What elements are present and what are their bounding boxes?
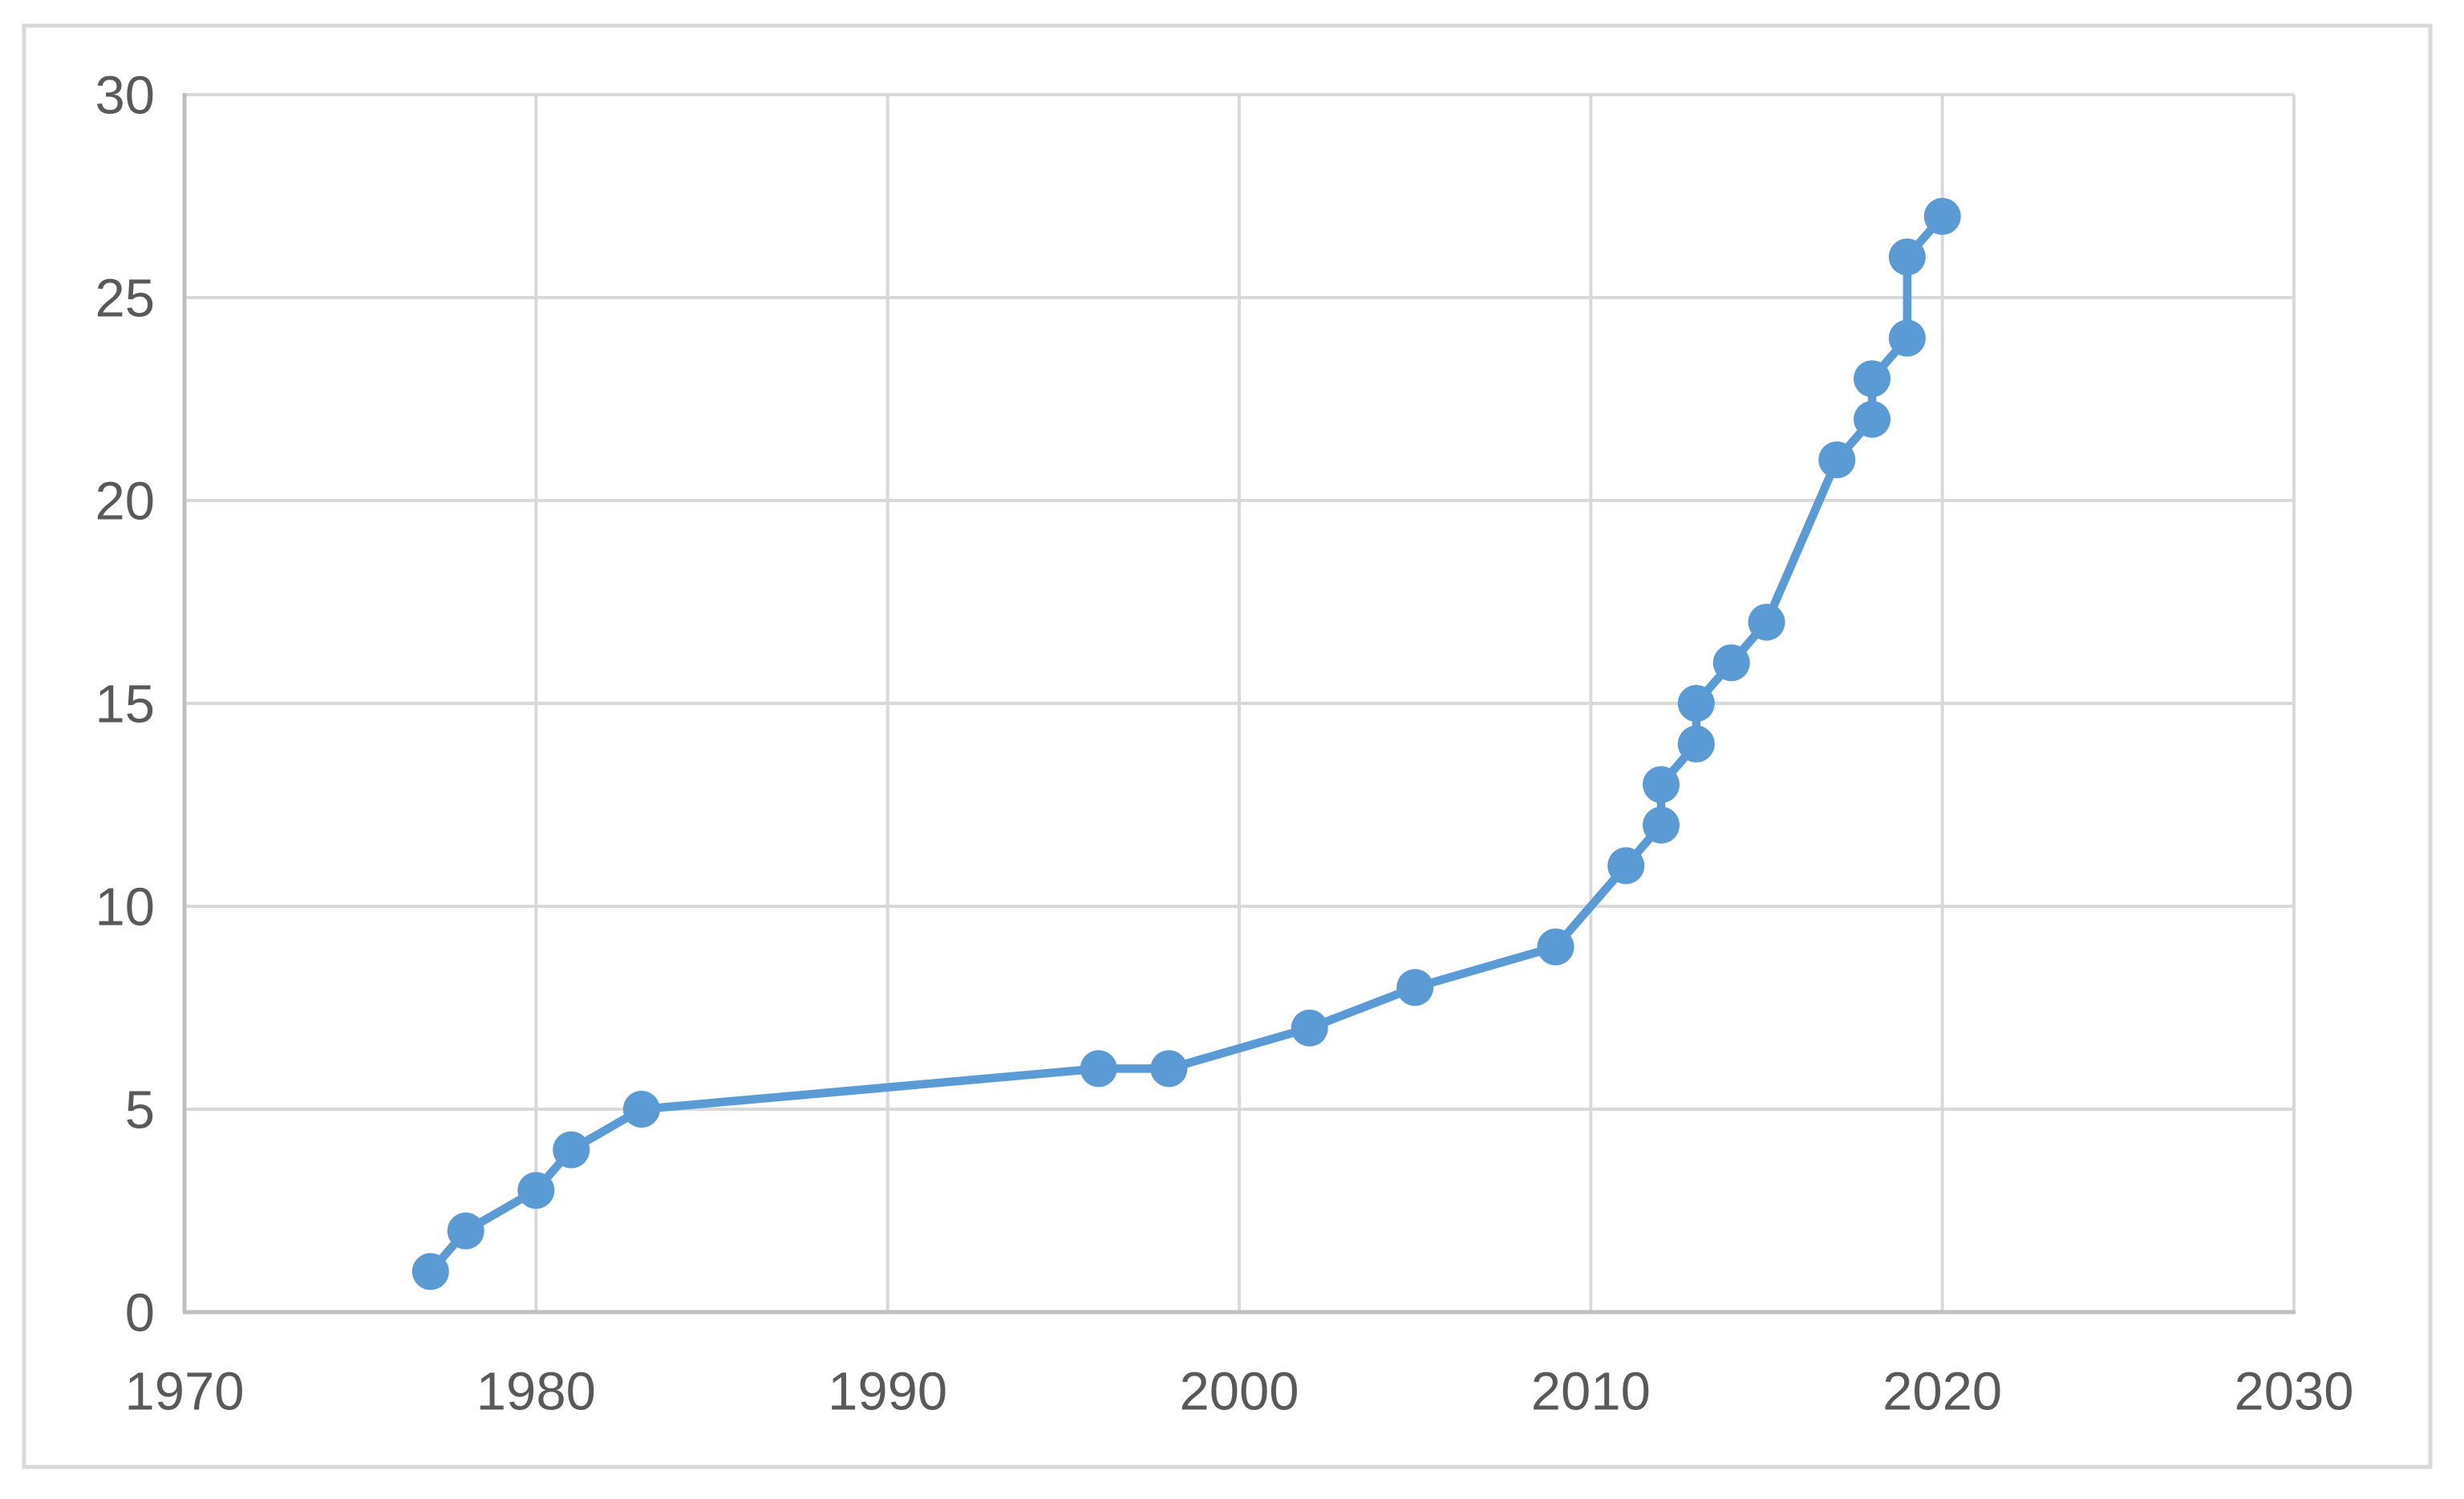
data-point-marker — [1818, 441, 1856, 479]
y-tick-label: 20 — [95, 471, 155, 531]
data-point-marker — [1396, 969, 1434, 1007]
x-tick-label: 1980 — [476, 1361, 596, 1421]
data-point-marker — [1643, 806, 1680, 844]
data-point-marker — [1888, 238, 1926, 276]
data-point-marker — [1537, 928, 1574, 966]
data-point-marker — [447, 1212, 484, 1250]
data-point-marker — [1888, 319, 1926, 357]
y-tick-label: 15 — [95, 674, 155, 734]
data-point-marker — [1291, 1009, 1328, 1047]
data-point-marker — [1607, 847, 1645, 885]
data-point-marker — [553, 1131, 590, 1169]
data-point-marker — [622, 1091, 660, 1128]
data-point-marker — [1712, 644, 1750, 682]
data-point-marker — [517, 1172, 555, 1209]
data-point-marker — [1150, 1050, 1188, 1088]
x-tick-label: 2030 — [2234, 1361, 2353, 1421]
x-tick-label: 2020 — [1882, 1361, 2002, 1421]
data-point-marker — [411, 1253, 449, 1290]
y-tick-label: 10 — [95, 877, 155, 937]
x-tick-label: 2000 — [1179, 1361, 1299, 1421]
data-point-marker — [1748, 603, 1785, 641]
y-tick-label: 30 — [95, 65, 155, 125]
x-tick-label: 1970 — [124, 1361, 244, 1421]
data-point-marker — [1923, 197, 1961, 235]
y-tick-label: 25 — [95, 268, 155, 328]
data-point-marker — [1677, 685, 1715, 722]
x-tick-label: 1990 — [828, 1361, 947, 1421]
x-tick-label: 2010 — [1531, 1361, 1651, 1421]
data-point-marker — [1643, 766, 1680, 804]
data-point-marker — [1080, 1050, 1117, 1088]
data-point-marker — [1854, 400, 1891, 438]
data-point-marker — [1677, 725, 1715, 763]
y-tick-label: 0 — [125, 1282, 155, 1343]
data-point-marker — [1854, 360, 1891, 398]
y-tick-label: 5 — [125, 1080, 155, 1140]
figure-border — [22, 23, 2433, 1469]
